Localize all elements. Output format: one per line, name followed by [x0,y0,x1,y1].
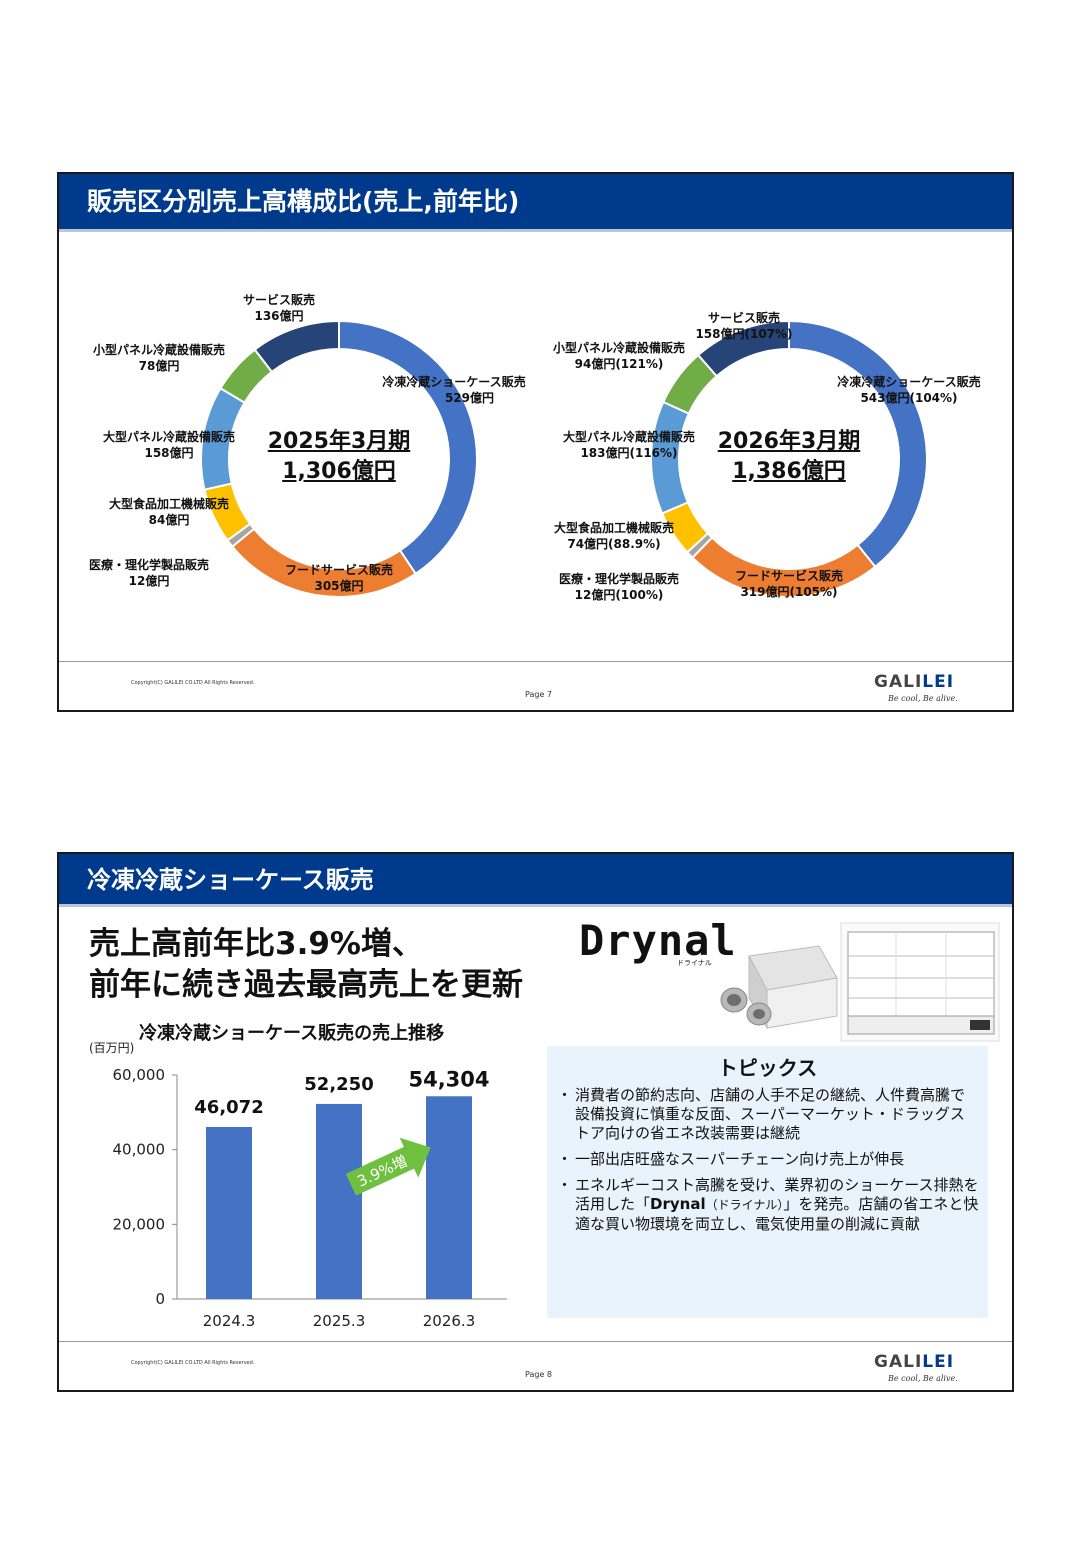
label-small-panel-2026: 小型パネル冷蔵設備販売 94億円(121%) [552,341,685,371]
label-service-2025: サービス販売 136億円 [242,293,315,323]
bar-chart-sales-trend: (百万円) 0 20,000 40,000 60,000 46,072 2024.3 52,2… [89,1042,507,1330]
label-food-machine-2026: 大型食品加工機械販売 74億円(88.9%) [553,521,674,551]
footer-divider [59,661,1012,662]
donut-chart-2026 [650,319,928,598]
topics-list: 消費者の節約志向、店舗の人手不足の継続、人件費高騰で設備投資に慎重な反面、スーパ… [557,1086,979,1241]
y-tick-label: 0 [155,1290,165,1308]
slide-title: 販売区分別売上高構成比(売上,前年比) [59,174,1012,229]
topic-item-2: 一部出店旺盛なスーパーチェーン向け売上が伸長 [557,1150,979,1169]
header-divider [59,229,1012,232]
bar-value-label: 46,072 [194,1097,263,1118]
label-large-panel-2025: 大型パネル冷蔵設備販売 158億円 [102,430,235,460]
label-service-2026: サービス販売 158億円(107%) [695,311,793,341]
copyright-text: Copyright(C) GALILEI CO.LTD All Rights R… [131,680,255,686]
page-number: Page 7 [525,690,552,699]
topics-title: トピックス [717,1056,818,1080]
label-small-panel-2025: 小型パネル冷蔵設備販売 78億円 [92,343,225,373]
center-total-2025: 1,306億円 [282,459,396,484]
label-showcase-2025: 冷凍冷蔵ショーケース販売 529億円 [382,375,526,405]
bar-2026.3 [426,1096,472,1299]
x-tick-label: 2026.3 [423,1312,476,1330]
topics-box: トピックス 消費者の節約志向、店舗の人手不足の継続、人件費高騰で設備投資に慎重な… [547,1046,988,1318]
headline-line-2: 前年に続き過去最高売上を更新 [89,967,523,1003]
bar-2025.3 [316,1103,362,1299]
galilei-logo: GALILEI Be cool, Be alive. [874,1352,958,1383]
topic-item-1: 消費者の節約志向、店舗の人手不足の継続、人件費高騰で設備投資に慎重な反面、スーパ… [557,1086,979,1143]
footer-divider [59,1341,1012,1342]
label-foodservice-2026: フードサービス販売 319億円(105%) [734,569,843,599]
label-large-panel-2026: 大型パネル冷蔵設備販売 183億円(116%) [562,430,695,460]
headline: 売上高前年比3.9%増、 前年に続き過去最高売上を更新 [89,924,523,1006]
galilei-logo: GALILEI Be cool, Be alive. [874,672,958,703]
y-unit-label: (百万円) [89,1042,134,1055]
center-label-2025: 2025年3月期 1,306億円 [249,427,429,487]
slide-title: 冷凍冷蔵ショーケース販売 [59,854,1012,904]
center-label-2026: 2026年3月期 1,386億円 [699,427,879,487]
topic-item-3: エネルギーコスト高騰を受け、業界初のショーケース排熱を活用した「Drynal（ド… [557,1176,979,1234]
label-foodservice-2025: フードサービス販売 305億円 [284,563,393,593]
y-tick-label: 20,000 [113,1215,166,1233]
bar-value-label: 52,250 [304,1074,373,1095]
header-divider [59,904,1012,907]
bar-value-label: 54,304 [408,1067,489,1091]
drynal-logo: Drynal ドライナル [579,916,737,967]
donut-chart-2025 [200,319,478,598]
label-medical-2025: 医療・理化学製品販売 12億円 [88,558,209,588]
y-tick-label: 60,000 [113,1066,166,1084]
center-period-2025: 2025年3月期 [267,429,411,454]
slide-sales-composition: 販売区分別売上高構成比(売上,前年比) 2025年3月期 1,306億円 202… [57,172,1014,712]
y-tick-label: 40,000 [113,1141,166,1159]
label-showcase-2026: 冷凍冷蔵ショーケース販売 543億円(104%) [837,375,981,405]
copyright-text: Copyright(C) GALILEI CO.LTD All Rights R… [131,1360,255,1366]
donut-slice-2026-6 [696,319,790,378]
label-food-machine-2025: 大型食品加工機械販売 84億円 [108,497,229,527]
label-medical-2026: 医療・理化学製品販売 12億円(100%) [558,572,679,602]
bar-chart-title: 冷凍冷蔵ショーケース販売の売上推移 [139,1023,445,1044]
center-period-2026: 2026年3月期 [717,429,861,454]
slide-showcase-sales: 冷凍冷蔵ショーケース販売 売上高前年比3.9%増、 前年に続き過去最高売上を更新… [57,852,1014,1392]
x-tick-label: 2024.3 [203,1312,256,1330]
showcase-image [840,922,1000,1042]
bar-2024.3 [206,1126,252,1299]
drynal-unit-image [720,945,838,1030]
growth-arrow-shape [345,1137,431,1196]
donut-slice-2025-6 [253,319,340,374]
x-tick-label: 2025.3 [313,1312,366,1330]
page-number: Page 8 [525,1370,552,1379]
headline-line-1: 売上高前年比3.9%増、 [89,926,423,962]
center-total-2026: 1,386億円 [732,459,846,484]
